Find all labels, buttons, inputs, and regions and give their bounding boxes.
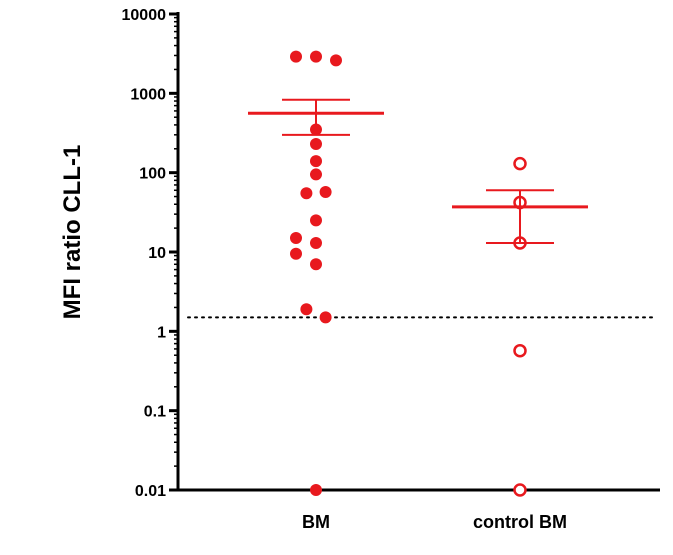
data-point: [310, 50, 322, 63]
data-point: [290, 232, 302, 245]
y-axis-title: MFI ratio CLL-1: [59, 145, 86, 320]
data-point: [310, 137, 322, 150]
data-point: [310, 236, 322, 249]
data-point: [513, 343, 527, 358]
data-point: [513, 483, 527, 497]
data-point: [310, 258, 322, 271]
data-point: [310, 168, 322, 181]
data-point: [319, 186, 332, 199]
data-point: [300, 187, 313, 200]
data-point: [319, 311, 332, 324]
y-tick-label: 100: [139, 166, 166, 183]
data-marks: [290, 50, 527, 497]
x-category-label: control BM: [473, 512, 567, 532]
y-tick-label: 10000: [122, 7, 167, 24]
data-point: [310, 155, 322, 168]
data-point: [290, 50, 302, 63]
y-tick-label: 1: [157, 324, 166, 341]
data-point: [310, 214, 322, 227]
y-tick-label: 10: [148, 245, 166, 262]
data-point: [513, 156, 527, 171]
data-point: [290, 247, 302, 260]
y-tick-label: 1000: [130, 86, 166, 103]
data-point: [330, 54, 342, 67]
axes: 10000 1000 100 10 1 0.1 0.01 BM control BM: [122, 7, 660, 532]
data-point: [300, 303, 313, 316]
data-point: [310, 484, 322, 496]
y-tick-label: 0.01: [135, 483, 166, 500]
y-tick-label: 0.1: [144, 404, 166, 421]
mean-sem-bars: [248, 98, 588, 244]
x-category-label: BM: [302, 512, 330, 532]
